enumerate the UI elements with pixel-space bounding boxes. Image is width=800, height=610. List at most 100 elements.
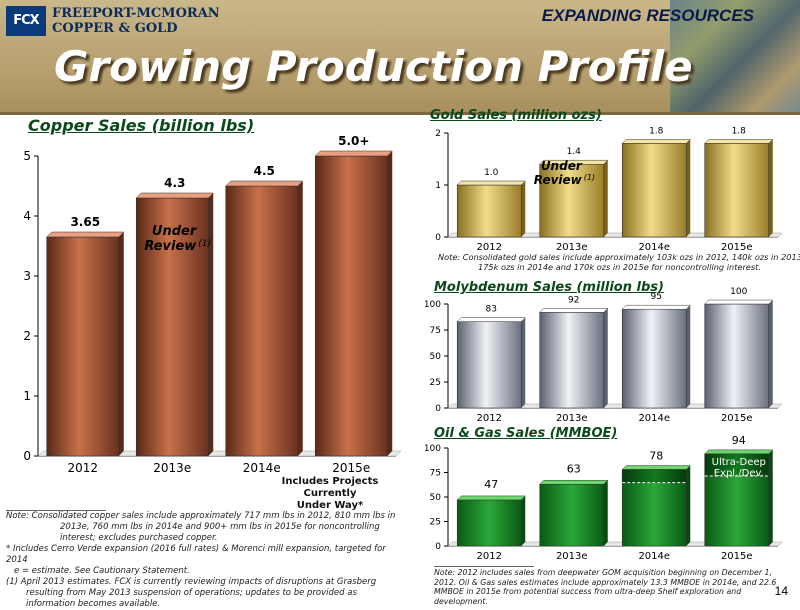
copper-note-4: (1) April 2013 estimates. FCX is current… xyxy=(6,577,377,609)
gold-bar xyxy=(539,163,605,238)
copper-bar xyxy=(135,197,209,457)
copper-chart-title: Copper Sales (billion lbs) xyxy=(28,116,255,135)
logo-line-2: COPPER & GOLD xyxy=(52,21,178,36)
moly-bar-top xyxy=(621,304,691,310)
company-logo: FCX FREEPORT-MCMORAN COPPER & GOLD xyxy=(6,6,220,36)
oil-bar-top xyxy=(704,449,774,455)
moly-bar-top xyxy=(456,317,526,322)
copper-note-3: e = estimate. See Cautionary Statement. xyxy=(14,566,190,576)
footnote-line-2: Currently xyxy=(303,488,357,499)
copper-y-tick-label: 4 xyxy=(23,209,31,223)
moly-value-label: 95 xyxy=(651,292,662,302)
gold-category-label: 2013e xyxy=(556,242,588,253)
oil-ultra-deep-segment xyxy=(621,469,687,483)
copper-note-2: * Includes Cerro Verde expansion (2016 f… xyxy=(6,544,386,565)
copper-bar-side xyxy=(208,193,214,456)
moly-y-tick-label: 100 xyxy=(424,300,441,310)
copper-bar xyxy=(314,155,388,457)
gold-value-label: 1.8 xyxy=(649,126,664,136)
oil-category-label: 2014e xyxy=(638,551,670,562)
oil-y-tick-label: 0 xyxy=(435,542,441,552)
copper-bar-side xyxy=(118,232,124,456)
gold-bar xyxy=(704,143,770,238)
moly-chart-title: Molybdenum Sales (million lbs) xyxy=(434,280,664,295)
gold-annotation-line-1: Under xyxy=(541,159,583,173)
moly-bar-top xyxy=(539,308,609,313)
logo-mark: FCX xyxy=(6,6,46,36)
footnote-line-1: Includes Projects xyxy=(281,476,379,487)
oil-category-label: 2012 xyxy=(477,551,502,562)
copper-annotation-line-2: Review xyxy=(144,239,197,254)
gold-bar-side xyxy=(768,139,773,237)
header-photo-strip xyxy=(670,0,800,112)
copper-y-tick-label: 3 xyxy=(23,269,31,283)
moly-value-label: 83 xyxy=(486,305,497,315)
moly-bar xyxy=(621,308,687,409)
gold-annotation-superscript: (1) xyxy=(584,173,595,182)
gold-note: Note: Consolidated gold sales include ap… xyxy=(438,252,800,272)
gold-value-label: 1.4 xyxy=(567,147,582,157)
moly-bar-side xyxy=(603,308,608,408)
gold-value-label: 1.0 xyxy=(484,168,499,178)
copper-bar-top xyxy=(46,231,125,238)
gold-bar-side xyxy=(686,139,691,237)
copper-y-tick-label: 2 xyxy=(23,329,31,343)
oil-bar xyxy=(456,499,522,547)
moly-category-label: 2012 xyxy=(477,413,502,424)
gold-category-label: 2015e xyxy=(721,242,753,253)
moly-y-tick-label: 75 xyxy=(430,326,441,336)
oil-value-label: 47 xyxy=(484,478,498,491)
oil-value-label: 94 xyxy=(732,434,746,447)
moly-value-label: 92 xyxy=(568,295,579,305)
oil-y-tick-label: 25 xyxy=(430,518,441,528)
oil-chart-title: Oil & Gas Sales (MMBOE) xyxy=(434,426,618,441)
copper-y-tick-label: 1 xyxy=(23,389,31,403)
oil-category-label: 2015e xyxy=(721,551,753,562)
moly-category-label: 2014e xyxy=(638,413,670,424)
copper-bar xyxy=(225,185,299,457)
moly-bar-side xyxy=(686,305,691,408)
copper-notes: Note: Consolidated copper sales include … xyxy=(6,511,401,610)
moly-y-tick-label: 25 xyxy=(430,378,441,388)
copper-value-label: 4.5 xyxy=(254,164,275,178)
moly-y-tick-label: 50 xyxy=(430,352,442,362)
oil-y-tick-label: 75 xyxy=(430,469,441,479)
gold-bar-top xyxy=(539,159,609,165)
moly-category-label: 2013e xyxy=(556,413,588,424)
header-divider xyxy=(0,112,800,115)
copper-value-label: 4.3 xyxy=(164,176,185,190)
copper-y-tick-label: 0 xyxy=(23,449,31,463)
gold-category-label: 2012 xyxy=(477,242,502,253)
copper-category-label: 2013e xyxy=(153,461,191,475)
gold-y-tick-label: 2 xyxy=(435,129,441,139)
copper-bar-top xyxy=(314,150,393,157)
gold-category-label: 2014e xyxy=(638,242,670,253)
moly-bar-top xyxy=(704,299,774,305)
moly-bar xyxy=(704,303,770,409)
gold-chart-title: Gold Sales (million ozs) xyxy=(430,108,602,123)
copper-y-tick-label: 5 xyxy=(23,149,31,163)
copper-bar-top xyxy=(135,192,214,199)
copper-value-label: 5.0+ xyxy=(338,134,369,148)
gold-bar-top xyxy=(704,139,774,144)
oil-bar-top xyxy=(539,480,609,485)
gold-bar-side xyxy=(521,181,526,237)
oil-bar-side xyxy=(686,465,691,546)
oil-category-label: 2013e xyxy=(556,551,588,562)
page-number: 14 xyxy=(774,584,788,598)
copper-value-label: 3.65 xyxy=(70,215,100,229)
moly-bar-side xyxy=(521,317,526,408)
copper-bar-side xyxy=(297,181,303,456)
moly-bar xyxy=(456,321,522,409)
copper-2015e-footnote: Includes Projects Currently Under Way* xyxy=(270,476,390,512)
right-footnote-rule xyxy=(434,566,534,567)
copper-annotation-superscript: (1) xyxy=(198,239,211,249)
gold-bar xyxy=(621,143,687,238)
gold-y-tick-label: 1 xyxy=(435,181,441,191)
gold-y-tick-label: 0 xyxy=(435,233,441,243)
oil-bar-side xyxy=(768,449,773,546)
oil-bar-top xyxy=(456,495,526,501)
